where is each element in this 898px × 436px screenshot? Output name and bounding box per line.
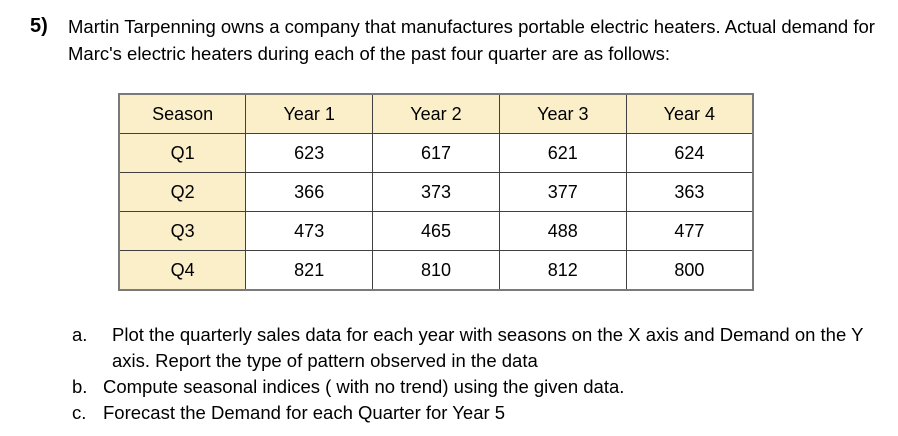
question-label: b. bbox=[72, 376, 88, 397]
question-text: Compute seasonal indices ( with no trend… bbox=[103, 376, 625, 397]
demand-cell: 800 bbox=[625, 250, 754, 291]
row-label-q2: Q2 bbox=[118, 172, 247, 212]
problem-header: 5) Martin Tarpenning owns a company that… bbox=[30, 13, 898, 67]
row-label-q3: Q3 bbox=[118, 211, 247, 251]
demand-cell: 377 bbox=[498, 172, 627, 212]
row-label-q4: Q4 bbox=[118, 250, 247, 291]
demand-cell: 473 bbox=[245, 211, 374, 251]
demand-cell: 363 bbox=[625, 172, 754, 212]
question-text: Plot the quarterly sales data for each y… bbox=[112, 324, 864, 371]
demand-cell: 366 bbox=[245, 172, 374, 212]
table-row: Q4 821 810 812 800 bbox=[118, 250, 754, 291]
table-row: Q3 473 465 488 477 bbox=[118, 211, 754, 251]
column-header-year2: Year 2 bbox=[372, 93, 500, 134]
demand-cell: 477 bbox=[625, 211, 754, 251]
table-row: Q1 623 617 621 624 bbox=[118, 133, 754, 173]
question-item-c: c. Forecast the Demand for each Quarter … bbox=[72, 400, 884, 426]
question-label: a. bbox=[72, 324, 88, 345]
demand-cell: 621 bbox=[498, 133, 627, 173]
demand-cell: 810 bbox=[372, 250, 500, 291]
question-item-b: b. Compute seasonal indices ( with no tr… bbox=[72, 374, 884, 400]
row-label-q1: Q1 bbox=[118, 133, 247, 173]
demand-cell: 812 bbox=[498, 250, 627, 291]
question-item-a: a. Plot the quarterly sales data for eac… bbox=[72, 322, 884, 374]
question-list: a. Plot the quarterly sales data for eac… bbox=[0, 322, 898, 426]
demand-table: Season Year 1 Year 2 Year 3 Year 4 Q1 62… bbox=[118, 93, 754, 291]
demand-cell: 623 bbox=[245, 133, 374, 173]
table-row: Q2 366 373 377 363 bbox=[118, 172, 754, 212]
problem-number: 5) bbox=[30, 15, 48, 37]
demand-cell: 617 bbox=[372, 133, 500, 173]
column-header-season: Season bbox=[118, 93, 247, 134]
demand-cell: 624 bbox=[625, 133, 754, 173]
problem-statement: Martin Tarpenning owns a company that ma… bbox=[68, 16, 875, 64]
column-header-year4: Year 4 bbox=[625, 93, 754, 134]
demand-cell: 821 bbox=[245, 250, 374, 291]
demand-cell: 465 bbox=[372, 211, 500, 251]
table-header-row: Season Year 1 Year 2 Year 3 Year 4 bbox=[118, 93, 754, 134]
question-label: c. bbox=[72, 402, 87, 423]
demand-cell: 373 bbox=[372, 172, 500, 212]
column-header-year3: Year 3 bbox=[498, 93, 627, 134]
demand-cell: 488 bbox=[498, 211, 627, 251]
question-text: Forecast the Demand for each Quarter for… bbox=[103, 402, 506, 423]
column-header-year1: Year 1 bbox=[245, 93, 374, 134]
